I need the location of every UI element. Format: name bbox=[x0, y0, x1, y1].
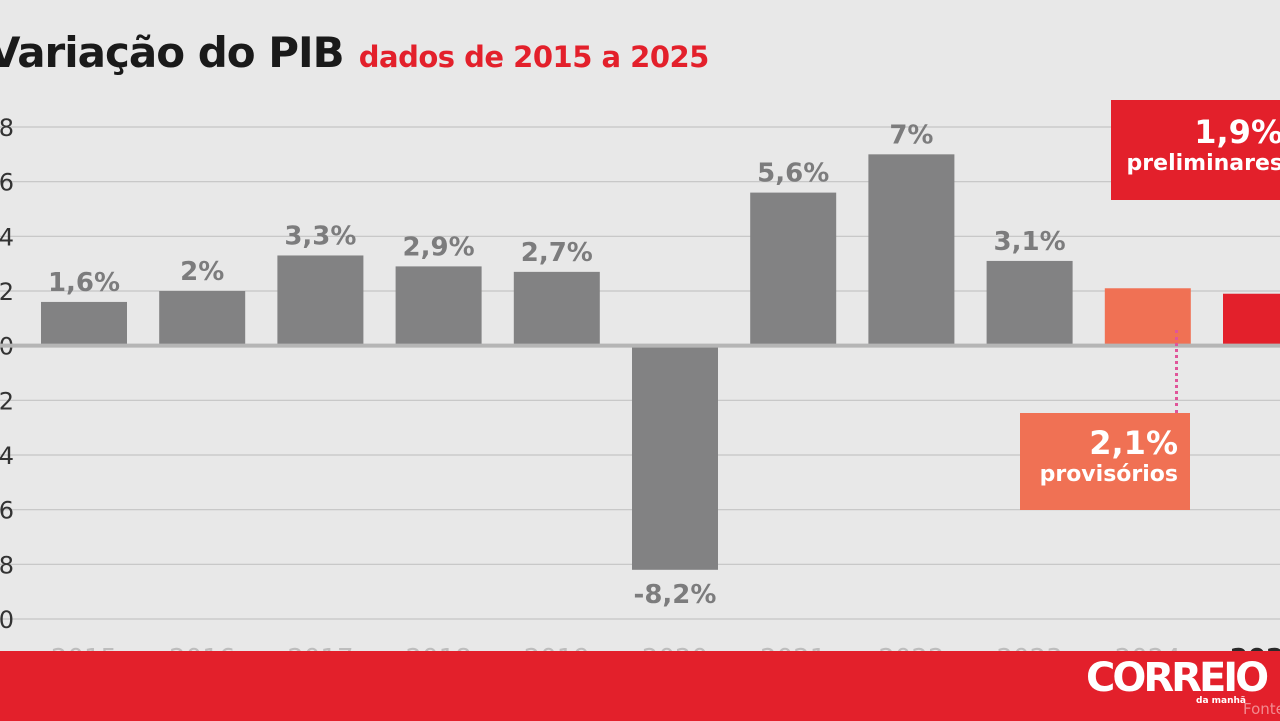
callout-2024-value: 2,1% bbox=[1089, 424, 1178, 462]
data-label-2018: 2,9% bbox=[403, 232, 475, 262]
y-tick-label: -6 bbox=[0, 497, 14, 525]
y-tick-label: -2 bbox=[0, 387, 14, 415]
data-label-2023: 3,1% bbox=[994, 227, 1066, 257]
y-tick-label: -4 bbox=[0, 442, 14, 470]
bar-2025 bbox=[1223, 293, 1280, 346]
y-tick-label: -10 bbox=[0, 606, 14, 634]
data-labels: 1,6% 2% 3,3% 2,9% 2,7% -8,2% 5,6% 7% 3,1% bbox=[48, 120, 1066, 609]
bar-2021 bbox=[750, 192, 837, 346]
bar-2016 bbox=[159, 291, 246, 346]
data-label-2021: 5,6% bbox=[757, 159, 829, 189]
data-label-2016: 2% bbox=[180, 257, 224, 287]
callout-2025-note: preliminares bbox=[1126, 151, 1280, 176]
y-axis-ticks: 86420-2-4-6-8-10 bbox=[0, 114, 14, 634]
data-label-2017: 3,3% bbox=[284, 221, 356, 251]
data-label-2020: -8,2% bbox=[634, 580, 717, 610]
bars bbox=[41, 154, 1280, 570]
callout-2025-value: 1,9% bbox=[1194, 113, 1280, 151]
y-tick-label: 2 bbox=[0, 278, 14, 306]
y-tick-label: 6 bbox=[0, 169, 14, 197]
callout-connector-2024 bbox=[1175, 330, 1178, 413]
title-row: Variação do PIB dados de 2015 a 2025 bbox=[0, 28, 709, 77]
data-label-2019: 2,7% bbox=[521, 238, 593, 268]
bar-2020 bbox=[632, 345, 718, 570]
y-tick-label: -8 bbox=[0, 551, 14, 579]
correio-logo-subtitle: da manhã bbox=[1196, 696, 1246, 706]
bar-2015 bbox=[41, 301, 127, 346]
chart-subtitle: dados de 2015 a 2025 bbox=[358, 40, 710, 74]
callout-2024: 2,1% provisórios bbox=[1020, 413, 1190, 510]
callout-2025: 1,9% preliminares bbox=[1111, 100, 1280, 200]
footer-band bbox=[0, 651, 1280, 721]
bar-2017 bbox=[277, 255, 364, 346]
data-label-2015: 1,6% bbox=[48, 268, 120, 298]
callout-2024-note: provisórios bbox=[1039, 462, 1178, 487]
bar-2018 bbox=[395, 266, 482, 346]
y-tick-label: 8 bbox=[0, 114, 14, 142]
chart-title: Variação do PIB bbox=[0, 28, 345, 77]
bar-2019 bbox=[513, 271, 600, 346]
source-label: Fonte bbox=[1243, 700, 1280, 718]
data-label-2022: 7% bbox=[889, 120, 933, 150]
bar-2022 bbox=[868, 154, 955, 346]
y-tick-label: 4 bbox=[0, 223, 14, 251]
correio-logo: CORREIO bbox=[1086, 655, 1269, 701]
bar-2023 bbox=[986, 260, 1073, 346]
